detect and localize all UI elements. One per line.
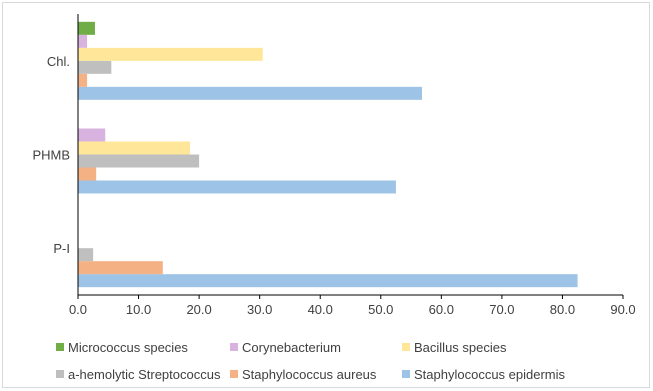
x-tick-label: 20.0 bbox=[186, 302, 211, 317]
category-label: PHMB bbox=[32, 148, 70, 163]
legend-swatch bbox=[230, 343, 238, 351]
x-tick-label: 40.0 bbox=[308, 302, 333, 317]
legend-swatch bbox=[56, 343, 64, 351]
legend-swatch bbox=[402, 370, 410, 378]
x-tick-label: 90.0 bbox=[610, 302, 635, 317]
legend-label: Staphylococcus epidermis bbox=[414, 367, 566, 382]
category-label: P-I bbox=[53, 241, 70, 256]
bar-chl-3 bbox=[78, 47, 263, 61]
bar-chl-2 bbox=[78, 60, 112, 74]
x-tick-label: 50.0 bbox=[368, 302, 393, 317]
legend-swatch bbox=[402, 343, 410, 351]
legend-label: Bacillus species bbox=[414, 340, 507, 355]
legend-label: a-hemolytic Streptococcus bbox=[68, 367, 221, 382]
axes-group bbox=[77, 14, 624, 299]
category-labels-group: P-I PHMB Chl. bbox=[32, 54, 70, 256]
legend-label: Staphylococcus aureus bbox=[242, 367, 377, 382]
bar-pi-2 bbox=[78, 248, 94, 262]
x-tick-label: 60.0 bbox=[429, 302, 454, 317]
bar-phmb-3 bbox=[78, 141, 191, 155]
legend-swatch bbox=[56, 370, 64, 378]
bar-phmb-4 bbox=[78, 128, 106, 142]
x-tick-label: 10.0 bbox=[126, 302, 151, 317]
bar-chl-1 bbox=[78, 73, 88, 87]
legend-label: Corynebacterium bbox=[242, 340, 341, 355]
category-label: Chl. bbox=[47, 54, 70, 69]
bar-phmb-0 bbox=[78, 180, 396, 194]
x-tick-label: 30.0 bbox=[247, 302, 272, 317]
bar-phmb-1 bbox=[78, 167, 97, 181]
bar-chl-5 bbox=[78, 21, 95, 35]
tick-labels-group: 0.0 10.0 20.0 30.0 40.0 50.0 60.0 70.0 80.0 90.0 bbox=[69, 302, 636, 317]
x-tick-label: 0.0 bbox=[69, 302, 87, 317]
legend-label: Micrococcus species bbox=[68, 340, 188, 355]
bar-chl-4 bbox=[78, 34, 88, 48]
bar-pi-1 bbox=[78, 261, 163, 275]
bars-group bbox=[78, 21, 578, 288]
bar-pi-0 bbox=[78, 274, 578, 288]
bar-phmb-2 bbox=[78, 154, 200, 168]
x-tick-label: 70.0 bbox=[489, 302, 514, 317]
x-tick-label: 80.0 bbox=[550, 302, 575, 317]
legend-swatch bbox=[230, 370, 238, 378]
bar-chl-0 bbox=[78, 86, 422, 100]
legend: Micrococcus species Corynebacterium Bacill… bbox=[56, 340, 566, 382]
